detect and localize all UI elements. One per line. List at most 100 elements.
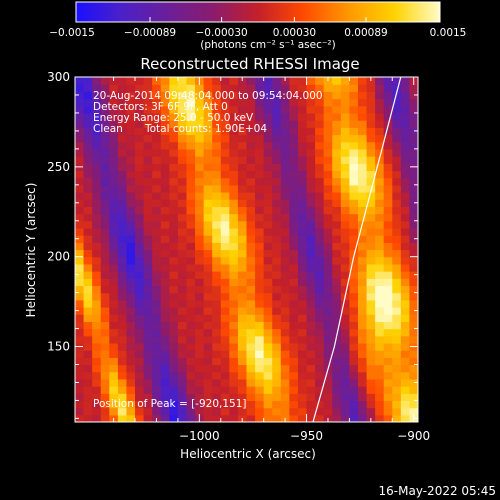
heatmap-cell xyxy=(280,314,290,322)
heatmap-cell xyxy=(83,184,93,193)
heatmap-cell xyxy=(297,112,308,121)
heatmap-cell xyxy=(143,220,153,229)
heatmap-cell xyxy=(366,292,376,301)
heatmap-cell xyxy=(203,278,213,287)
heatmap-cell xyxy=(255,105,265,114)
heatmap-cell xyxy=(135,127,145,136)
heatmap-cell xyxy=(143,199,153,207)
heatmap-cell xyxy=(126,335,136,344)
heatmap-cell xyxy=(169,350,179,358)
heatmap-cell xyxy=(392,256,402,265)
heatmap-cell xyxy=(349,357,359,366)
heatmap-cell xyxy=(255,98,265,107)
heatmap-cell xyxy=(315,177,325,186)
heatmap-cell xyxy=(203,407,213,416)
annotation-detectors: Detectors: 3F 6F 9F, Att 0 xyxy=(93,101,228,113)
solar-limb-line xyxy=(312,77,402,422)
heatmap-cell xyxy=(117,256,128,265)
heatmap-cell xyxy=(357,98,368,107)
heatmap-cell xyxy=(246,98,256,107)
colorbar-tick-label: 0.0015 xyxy=(430,27,467,39)
heatmap-cell xyxy=(212,256,222,265)
heatmap-cell xyxy=(400,91,411,100)
heatmap-cell xyxy=(203,328,213,337)
heatmap-cell xyxy=(237,105,248,114)
heatmap-cell xyxy=(75,177,85,186)
heatmap-cell xyxy=(297,120,308,128)
heatmap-cell xyxy=(92,213,102,222)
heatmap-cell xyxy=(169,120,179,128)
heatmap-cell xyxy=(83,141,93,150)
heatmap-cell xyxy=(366,371,376,380)
heatmap-cell xyxy=(263,256,273,265)
heatmap-cell xyxy=(263,156,273,164)
heatmap-cell xyxy=(272,192,282,200)
heatmap-cell xyxy=(340,357,350,366)
annotation-total-counts: Total counts: 1.90E+04 xyxy=(144,123,267,135)
heatmap-cell xyxy=(92,112,102,121)
heatmap-cell xyxy=(315,400,325,409)
heatmap-cell xyxy=(340,184,350,193)
heatmap-cell xyxy=(297,242,308,251)
heatmap-cell xyxy=(366,213,376,222)
heatmap-cell xyxy=(280,263,290,272)
heatmap-cell xyxy=(392,414,402,422)
heatmap-cell xyxy=(332,350,342,358)
heatmap-cell xyxy=(169,314,179,322)
heatmap-cell xyxy=(169,364,179,373)
heatmap-cell xyxy=(332,378,342,387)
heatmap-cell xyxy=(289,235,299,243)
heatmap-cell xyxy=(357,400,368,409)
heatmap-cell xyxy=(315,278,325,287)
heatmap-cell xyxy=(109,112,119,121)
heatmap-cell xyxy=(409,206,418,215)
heatmap-cell xyxy=(186,112,196,121)
heatmap-cell xyxy=(340,386,350,394)
heatmap-cell xyxy=(100,364,110,373)
heatmap-cell xyxy=(109,134,119,143)
heatmap-cell xyxy=(263,371,273,380)
heatmap-cell xyxy=(349,163,359,172)
heatmap-cell xyxy=(383,278,393,287)
heatmap-cell xyxy=(220,206,230,215)
heatmap-cell xyxy=(92,192,102,200)
heatmap-cell xyxy=(186,328,196,337)
heatmap-cell xyxy=(392,350,402,358)
heatmap-cell xyxy=(383,350,393,358)
heatmap-cell xyxy=(169,206,179,215)
heatmap-cell xyxy=(349,321,359,330)
heatmap-cell xyxy=(220,177,230,186)
heatmap-cell xyxy=(135,292,145,301)
heatmap-cell xyxy=(409,213,418,222)
heatmap-cell xyxy=(340,192,350,200)
heatmap-cell xyxy=(289,414,299,422)
heatmap-cell xyxy=(315,335,325,344)
heatmap-cell xyxy=(83,393,93,402)
heatmap-cell xyxy=(323,227,333,236)
heatmap-cell xyxy=(135,112,145,121)
heatmap-cell xyxy=(383,220,393,229)
heatmap-cell xyxy=(220,299,230,308)
heatmap-cell xyxy=(332,105,342,114)
heatmap-cell xyxy=(315,292,325,301)
heatmap-cell xyxy=(263,321,273,330)
heatmap-cell xyxy=(263,127,273,136)
heatmap-cell xyxy=(340,350,350,358)
heatmap-cell xyxy=(195,357,205,366)
heatmap-cell xyxy=(229,184,239,193)
heatmap-cell xyxy=(375,393,385,402)
heatmap-cell xyxy=(306,249,316,258)
heatmap-cell xyxy=(246,278,256,287)
heatmap-cell xyxy=(306,105,316,114)
heatmap-cell xyxy=(383,199,393,207)
heatmap-cell xyxy=(177,91,188,100)
heatmap-cell xyxy=(195,364,205,373)
heatmap-cell xyxy=(100,256,110,265)
heatmap-cell xyxy=(400,242,411,251)
heatmap-cell xyxy=(83,357,93,366)
heatmap-cell xyxy=(383,213,393,222)
heatmap-cell xyxy=(289,148,299,157)
heatmap-cell xyxy=(280,220,290,229)
heatmap-cell xyxy=(169,342,179,351)
heatmap-cell xyxy=(315,263,325,272)
